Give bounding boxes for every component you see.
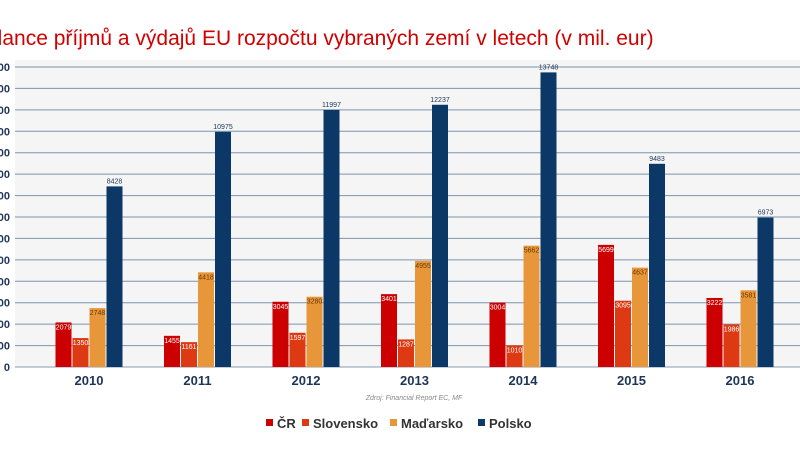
data-label: 4418 [198,274,214,281]
data-label: 13748 [539,64,559,71]
x-tick-label: 2016 [726,373,755,388]
bar-Polsko-2015 [649,163,665,367]
bar-Slovensko-2014 [506,345,523,367]
y-tick-label: 5 000 [0,255,10,267]
x-tick-label: 2015 [617,373,646,388]
x-tick-label: 2010 [75,373,104,388]
gridlines [15,66,800,368]
data-label: 12237 [430,97,450,104]
data-label: 4955 [415,263,431,270]
data-label: 3095 [615,303,631,310]
bar-ČR-2012 [272,301,289,367]
x-axis-ticks: 2010 2011 2012 2013 2014 2015 2016 [75,373,755,388]
bar-ČR-2016 [706,297,723,367]
data-label: 3004 [490,305,506,312]
bar-Slovensko-2012 [289,332,306,367]
source-note: Zdroj: Financial Report EC, MF [365,395,463,402]
data-label: 3280 [307,299,323,306]
bar-Maďarsko-2015 [632,267,648,367]
x-tick-label: 2013 [400,373,429,388]
bar-Maďarsko-2013 [415,260,431,367]
data-label: 1161 [181,344,196,351]
legend-swatch [390,419,397,426]
bar-Maďarsko-2010 [89,308,106,367]
legend-item: ČR [266,416,296,431]
data-label: 9483 [649,156,665,163]
data-label: 5699 [598,247,614,254]
x-tick-label: 2014 [509,373,539,388]
y-tick-label: 14 000 [0,62,10,74]
x-tick-label: 2011 [183,373,211,388]
bar-Polsko-2011 [215,131,231,367]
bar-Slovensko-2010 [72,338,89,367]
y-tick-label: 13 000 [0,83,10,95]
y-tick-label: 11 000 [0,126,10,138]
y-tick-label: 6 000 [0,233,10,245]
y-tick-label: 0 [4,362,10,374]
legend-swatch [266,419,273,426]
data-label: 4637 [632,270,648,277]
y-tick-label: 7 000 [0,212,10,224]
y-axis-ticks: 0 1 000 2 000 3 000 4 000 5 000 6 000 7 000 8 00… [0,62,10,374]
data-label: 5662 [524,248,540,255]
legend-item: Maďarsko [390,416,463,431]
data-label: 1986 [724,326,740,333]
bar-ČR-2013 [381,294,397,367]
data-label: 2748 [90,310,106,317]
y-tick-label: 2 000 [0,319,10,331]
y-tick-label: 3 000 [0,298,10,310]
bar-Slovensko-2016 [723,324,740,367]
bar-Polsko-2014 [540,72,557,368]
bar-Polsko-2010 [106,186,123,367]
y-tick-label: 9 000 [0,169,10,181]
y-tick-label: 4 000 [0,276,10,288]
data-label: 3045 [273,304,289,311]
data-label: 11997 [322,102,341,109]
bar-Slovensko-2011 [181,342,197,367]
bar-ČR-2010 [55,322,72,367]
data-label: 8428 [107,178,123,185]
data-label: 6973 [758,210,774,217]
y-tick-label: 8 000 [0,191,10,203]
bar-Maďarsko-2014 [523,245,540,367]
x-tick-label: 2012 [292,373,321,388]
bar-Polsko-2013 [432,104,448,368]
chart-title: Bilance příjmů a výdajů EU rozpočtu vybr… [0,27,654,50]
bar-Maďarsko-2011 [198,272,214,367]
legend-item: Slovensko [302,416,378,431]
data-label: 1455 [164,338,180,345]
bar-ČR-2014 [489,302,506,367]
bar-Maďarsko-2016 [740,290,757,367]
bar-ČR-2015 [598,244,614,367]
data-label: 3222 [707,300,723,307]
legend-label: Maďarsko [401,416,463,431]
legend-label: Polsko [489,416,532,431]
data-label: 2079 [56,324,72,331]
bar-Maďarsko-2012 [306,296,323,367]
legend-item: Polsko [478,416,532,431]
bar-ČR-2011 [164,335,180,367]
legend-label: Slovensko [313,416,378,431]
data-label: 3581 [741,292,757,299]
data-label: 1597 [290,335,306,342]
bar-Polsko-2016 [757,217,774,367]
plot-background [15,60,800,367]
legend-swatch [302,419,309,426]
data-label: 1010 [507,347,523,354]
legend: ČR Slovensko Maďarsko Polsko [266,416,532,431]
legend-swatch [478,419,485,426]
bar-Slovensko-2015 [615,300,631,367]
data-label: 3401 [381,296,397,303]
y-tick-label: 12 000 [0,105,10,117]
data-label: 10975 [213,124,233,131]
y-tick-label: 10 000 [0,148,10,160]
legend-label: ČR [277,416,296,431]
data-label: 1287 [398,341,414,348]
bar-Slovensko-2013 [398,339,414,367]
y-tick-label: 1 000 [0,341,10,353]
data-label: 1350 [73,340,89,347]
bar-Polsko-2012 [323,109,340,368]
